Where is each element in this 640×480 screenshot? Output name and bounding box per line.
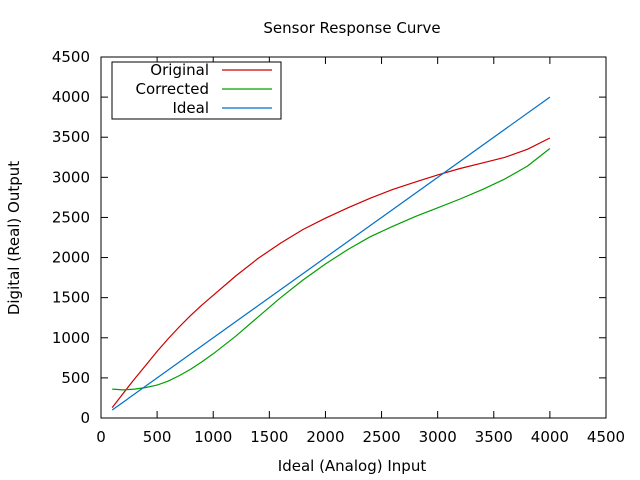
series-line-corrected (112, 148, 551, 391)
series-layer (111, 96, 551, 411)
x-tick-label: 0 (96, 428, 106, 446)
y-tick-label: 1000 (52, 329, 90, 347)
y-axis-label: Digital (Real) Output (5, 161, 23, 315)
series-line-ideal (111, 96, 551, 411)
y-tick-label: 3500 (52, 128, 90, 146)
x-tick-label: 4000 (531, 428, 569, 446)
x-tick-label: 1500 (250, 428, 288, 446)
plot-frame (100, 56, 607, 419)
x-tick-label: 4500 (587, 428, 625, 446)
y-tick-label: 2000 (52, 249, 90, 267)
y-tick-label: 0 (80, 409, 90, 427)
legend-box (111, 61, 282, 120)
x-tick-label: 2500 (362, 428, 400, 446)
y-tick-label: 3000 (52, 168, 90, 186)
y-tick-label: 500 (61, 369, 90, 387)
y-tick-label: 4500 (52, 48, 90, 66)
x-tick-label: 2000 (306, 428, 344, 446)
y-axis-ticks: 0 500 1000 1500 2000 2500 3000 3500 4000 4500 (52, 48, 606, 427)
y-tick-label: 1500 (52, 289, 90, 307)
legend-label-corrected: Corrected (136, 80, 210, 98)
x-tick-label: 3500 (475, 428, 513, 446)
x-tick-label: 3000 (419, 428, 457, 446)
series-line-original (111, 137, 551, 408)
legend-label-original: Original (150, 61, 209, 79)
y-tick-label: 4000 (52, 88, 90, 106)
x-axis-label: Ideal (Analog) Input (278, 457, 427, 475)
x-tick-label: 500 (143, 428, 172, 446)
x-axis-ticks: 0 500 1000 1500 2000 2500 3000 3500 4000 4500 (96, 57, 625, 446)
y-tick-label: 2500 (52, 208, 90, 226)
chart-title: Sensor Response Curve (263, 19, 440, 37)
legend-label-ideal: Ideal (172, 99, 209, 117)
x-tick-label: 1000 (194, 428, 232, 446)
